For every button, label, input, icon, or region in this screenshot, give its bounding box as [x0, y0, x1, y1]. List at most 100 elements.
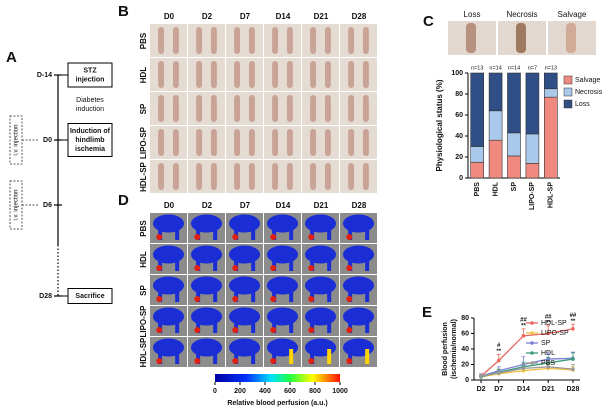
photo-leg	[348, 95, 355, 122]
perfusion-foot	[308, 234, 315, 240]
perfusion-foot	[156, 358, 163, 364]
perfusion-foot	[346, 265, 353, 271]
column-label: D7	[240, 201, 251, 210]
colorbar-tick-label: 600	[284, 388, 296, 395]
perfusion-foot	[194, 327, 201, 333]
perfusion-leg	[251, 225, 256, 240]
perfusion-body	[304, 307, 337, 326]
perfusion-foot	[270, 234, 277, 240]
perfusion-foot	[232, 358, 239, 364]
photo-leg	[362, 27, 369, 54]
perfusion-foot	[270, 327, 277, 333]
perfusion-body	[190, 338, 223, 357]
perfusion-body	[342, 245, 375, 264]
photo	[150, 58, 187, 91]
photo	[302, 58, 339, 91]
photo	[264, 92, 301, 125]
y-tick-label: 40	[461, 346, 469, 353]
row-label: HDL	[139, 251, 148, 268]
perfusion-foot	[346, 296, 353, 302]
perfusion-leg	[348, 318, 353, 333]
perfusion-leg	[348, 256, 353, 271]
perfusion-leg	[365, 318, 370, 333]
perfusion-body	[152, 276, 185, 295]
perfusion-leg	[234, 256, 239, 271]
bar-segment	[488, 72, 503, 112]
point	[496, 358, 501, 363]
x-tick-label: D14	[517, 386, 530, 393]
photo-leg	[362, 163, 369, 190]
x-tick-label: D21	[542, 386, 555, 393]
row-label: HDL	[139, 67, 148, 84]
photo-leg	[234, 163, 241, 190]
photo	[226, 24, 263, 57]
photo-leg	[158, 61, 165, 88]
x-tick-label: D7	[494, 386, 503, 393]
bar-segment	[470, 161, 485, 179]
photo-leg	[324, 27, 331, 54]
perfusion-leg	[175, 318, 180, 333]
photo-leg	[310, 27, 317, 54]
perfusion-body	[304, 214, 337, 233]
legend-swatch	[563, 87, 573, 97]
perfusion-foot	[308, 296, 315, 302]
perfusion-leg	[289, 287, 294, 302]
event-text: Sacrifice	[75, 293, 104, 300]
photo-leg	[210, 27, 217, 54]
column-label: D7	[240, 12, 251, 21]
photo-leg	[172, 129, 179, 156]
photo-leg	[158, 129, 165, 156]
photo-leg	[286, 163, 293, 190]
event-text: hindlimb	[75, 137, 104, 144]
y-axis-label: Physiological status (%)	[435, 79, 444, 171]
photo-leg	[324, 61, 331, 88]
perfusion-body	[266, 245, 299, 264]
column-label: D0	[164, 201, 175, 210]
bar-segment	[525, 133, 540, 164]
perfusion-leg	[365, 287, 370, 302]
photo-leg	[196, 95, 203, 122]
event-text: STZ	[83, 67, 97, 74]
perfusion-foot	[346, 327, 353, 333]
photo-leg	[310, 95, 317, 122]
photo-leg	[348, 163, 355, 190]
colorbar-tick-label: 1000	[332, 388, 348, 395]
perfusion-leg	[213, 318, 218, 333]
perfusion-foot	[270, 296, 277, 302]
photo-leg	[324, 163, 331, 190]
perfusion-body	[190, 307, 223, 326]
photo-leg	[248, 95, 255, 122]
perfusion-leg	[348, 287, 353, 302]
photo-leg	[248, 61, 255, 88]
perfusion-foot	[308, 358, 315, 364]
y-axis-label: (ischemia/normal)	[451, 319, 458, 379]
photo	[226, 58, 263, 91]
perfusion-leg	[175, 287, 180, 302]
perfusion-leg	[327, 225, 332, 240]
point	[479, 374, 483, 378]
colorbar-label: Relative blood perfusion (a.u.)	[227, 400, 327, 407]
colorbar	[215, 374, 340, 382]
row-label: HDL-SP	[139, 337, 148, 367]
perfusion-leg	[272, 287, 277, 302]
panel-label: C	[423, 13, 434, 30]
perfusion-leg	[272, 349, 277, 364]
perfusion-leg	[213, 225, 218, 240]
legend-label: LIPO-SP	[541, 330, 569, 337]
photo	[340, 126, 377, 159]
photo-leg	[210, 95, 217, 122]
photo	[150, 92, 187, 125]
perfusion-leg	[327, 287, 332, 302]
perfusion-body	[152, 245, 185, 264]
photo-leg	[234, 27, 241, 54]
annotation: ##	[545, 314, 552, 320]
x-tick-label: SP	[511, 182, 518, 192]
perfusion-foot	[194, 265, 201, 271]
perfusion-leg	[196, 225, 201, 240]
perfusion-leg	[365, 256, 370, 271]
annotation: **	[496, 349, 501, 355]
photo-leg	[158, 27, 165, 54]
perfusion-body	[342, 307, 375, 326]
legend-marker	[530, 341, 534, 345]
